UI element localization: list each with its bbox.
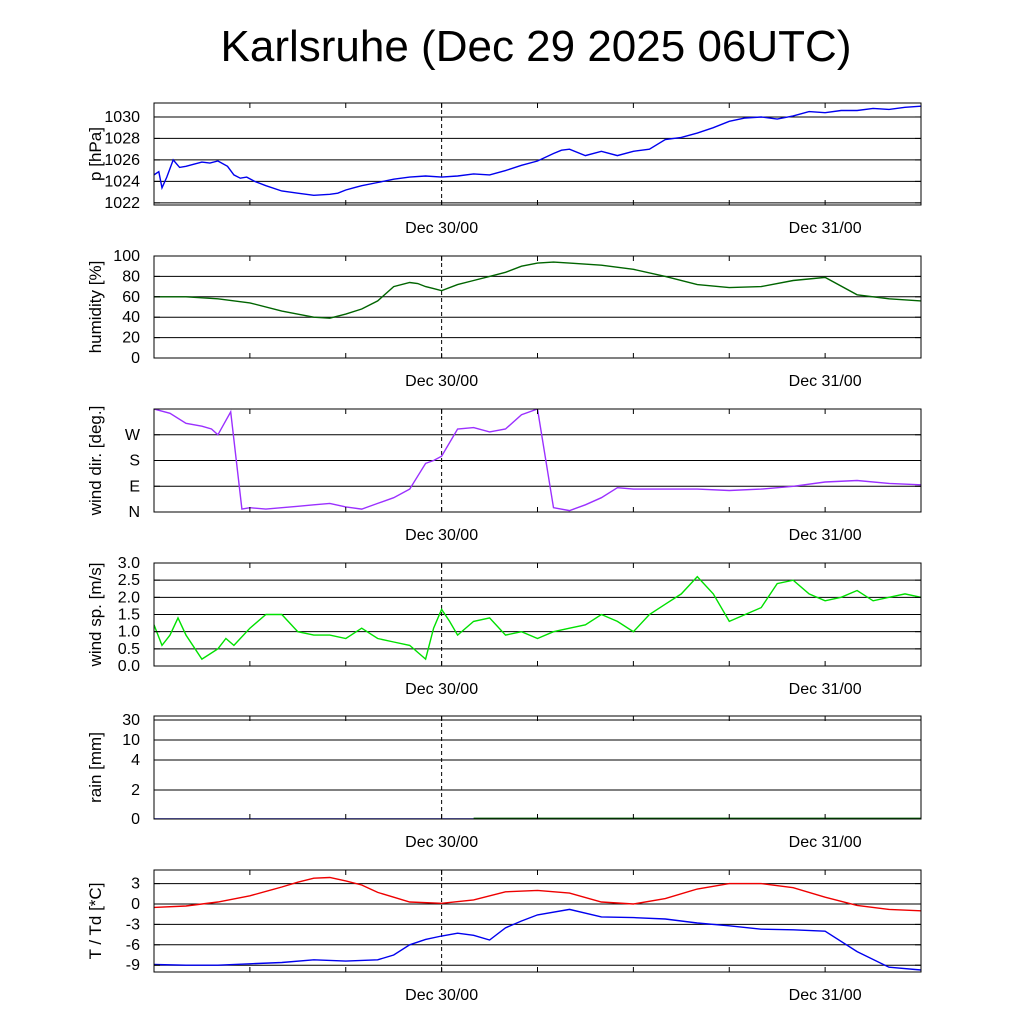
- plot-frame: [153, 255, 922, 359]
- x-tick-label: Dec 30/00: [405, 220, 478, 237]
- plot-frame: [153, 102, 922, 206]
- y-tick-label: 2.0: [118, 589, 140, 606]
- y-tick-label: -6: [126, 937, 140, 954]
- y-tick-label: 20: [122, 330, 140, 347]
- y-tick-label: 0.5: [118, 641, 140, 658]
- y-axis-label: rain [mm]: [86, 732, 105, 803]
- y-tick-label: 1022: [104, 195, 140, 212]
- panel-6: -9 -6 -3 0 3 Dec 30/00 Dec 31/00 T / Td [*C]: [86, 869, 922, 1004]
- y-tick-label: 1026: [104, 152, 140, 169]
- y-tick-label: 40: [122, 309, 140, 326]
- panel-2: 0 20 40 60 80 100 Dec 30/00 Dec 31/00 humidity […: [86, 248, 922, 390]
- y-tick-label: 0: [131, 896, 140, 913]
- y-tick-label: 1.0: [118, 624, 140, 641]
- y-tick-label: 2: [131, 782, 140, 799]
- panel-1: 1022 1024 1026 1028 1030 Dec 30/00 Dec 31/00 p …: [86, 102, 922, 237]
- y-tick-label: 3: [131, 876, 140, 893]
- y-axis-label: wind sp. [m/s]: [86, 563, 105, 668]
- y-axis-label: wind dir. [deg.]: [86, 406, 105, 517]
- y-tick-label: -3: [126, 916, 140, 933]
- y-tick-label: 4: [131, 752, 140, 769]
- y-tick-label: 1.5: [118, 607, 140, 624]
- series-line-1: [154, 261, 921, 319]
- y-tick-label: 1024: [104, 173, 140, 190]
- x-tick-label: Dec 30/00: [405, 834, 478, 851]
- chart-title: Karlsruhe (Dec 29 2025 06UTC): [220, 22, 852, 71]
- y-tick-label: 80: [122, 268, 140, 285]
- y-tick-label: -9: [126, 957, 140, 974]
- x-tick-label: Dec 30/00: [405, 373, 478, 390]
- series-line-1: [154, 105, 921, 197]
- x-tick-label: Dec 31/00: [789, 527, 862, 544]
- y-axis-label: T / Td [*C]: [86, 883, 105, 960]
- panel-4: 0.00.51.01.52.02.53.0 Dec 30/00 Dec 31/00 w…: [86, 555, 922, 698]
- y-tick-label: 0: [131, 350, 140, 367]
- y-tick-label: 100: [113, 248, 140, 265]
- series-line-2: [154, 908, 921, 971]
- y-tick-label: 10: [122, 732, 140, 749]
- y-axis-label: humidity [%]: [86, 261, 105, 354]
- y-tick-label: 2.5: [118, 572, 140, 589]
- plot-frame: [153, 715, 922, 820]
- series-line-1: [154, 575, 921, 661]
- y-tick-label: 1030: [104, 109, 140, 126]
- x-tick-label: Dec 31/00: [789, 987, 862, 1004]
- panel-5: 0 2 4 10 30 Dec 30/00 Dec 31/00 rain [mm]: [86, 712, 922, 851]
- series-line-1: [154, 409, 921, 512]
- y-tick-label: 3.0: [118, 555, 140, 572]
- x-tick-label: Dec 31/00: [789, 220, 862, 237]
- series-line-1: [154, 876, 921, 912]
- x-tick-label: Dec 31/00: [789, 834, 862, 851]
- x-tick-label: Dec 31/00: [789, 373, 862, 390]
- plot-frame: [153, 869, 922, 973]
- y-tick-label: 30: [122, 712, 140, 729]
- y-tick-label: W: [125, 427, 141, 444]
- y-tick-label: 0.0: [118, 658, 140, 675]
- x-tick-label: Dec 30/00: [405, 681, 478, 698]
- y-tick-label: 60: [122, 289, 140, 306]
- y-tick-label: 1028: [104, 130, 140, 147]
- y-tick-label: 0: [131, 811, 140, 828]
- x-tick-label: Dec 31/00: [789, 681, 862, 698]
- y-tick-label: E: [129, 478, 140, 495]
- y-axis-label: p [hPa]: [86, 127, 105, 181]
- y-tick-label: N: [128, 504, 140, 521]
- y-tick-label: S: [129, 453, 140, 470]
- x-tick-label: Dec 30/00: [405, 987, 478, 1004]
- x-tick-label: Dec 30/00: [405, 527, 478, 544]
